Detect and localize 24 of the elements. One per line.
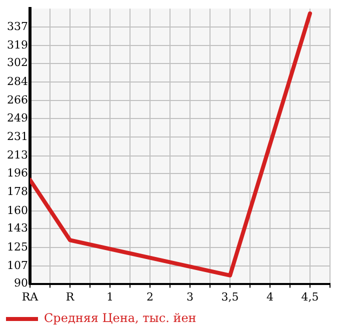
y-tick-label: 337 [7,20,28,33]
y-tick-label: 249 [7,111,28,124]
y-tick-label: 319 [7,38,28,52]
y-tick-label: 196 [7,166,28,180]
y-tick-label: 284 [7,74,28,88]
y-tick-label: 213 [7,148,28,162]
x-tick-label: R [66,290,75,304]
y-tick-label: 107 [7,258,28,272]
y-tick-label: 125 [7,240,28,254]
x-tick-label: 4 [266,290,274,304]
y-tick-label: 160 [7,204,28,217]
y-tick-label: 302 [7,56,28,70]
y-tick-label: 231 [7,130,28,144]
y-tick-label: 90 [14,276,28,290]
legend-label: Средняя Цена, тыс. йен [44,311,196,326]
y-tick-label: 143 [7,222,28,235]
y-tick-label: 266 [7,94,28,107]
x-tick-label: RA [22,290,40,304]
x-tick-label: 3,5 [221,290,239,304]
x-tick-label: 2 [146,290,154,304]
x-tick-label: 4,5 [301,290,319,304]
x-tick-label: 3 [186,290,194,304]
y-tick-label: 178 [7,185,28,198]
x-tick-label: 1 [106,290,114,304]
